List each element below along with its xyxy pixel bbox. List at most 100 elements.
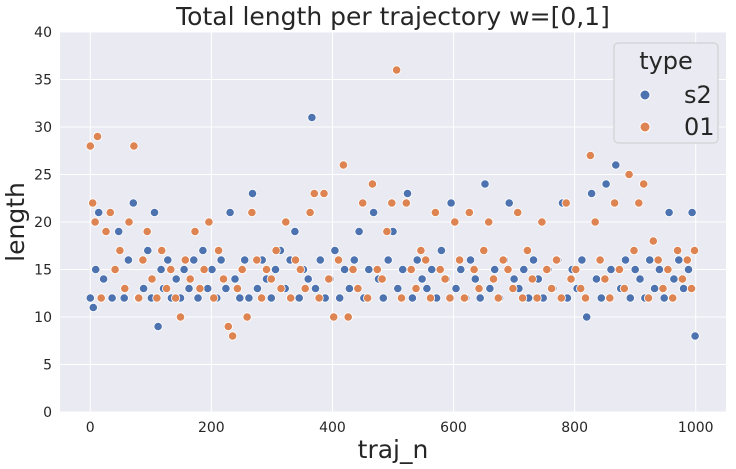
- data-point-01: [223, 321, 233, 332]
- data-point-01: [508, 283, 518, 294]
- data-point-01: [232, 283, 242, 294]
- data-point-s2: [349, 255, 359, 265]
- legend: type s2 01: [613, 42, 719, 144]
- data-point-01: [532, 293, 542, 303]
- data-point-s2: [290, 226, 300, 237]
- data-point-s2: [687, 207, 697, 218]
- data-point-01: [175, 312, 186, 322]
- legend-label-01: 01: [684, 113, 715, 141]
- data-point-s2: [412, 255, 422, 265]
- data-point-01: [566, 274, 576, 284]
- data-point-01: [290, 255, 301, 265]
- data-point-01: [377, 274, 387, 284]
- data-point-01: [209, 293, 219, 303]
- y-tick-label: 5: [43, 358, 52, 374]
- data-point-01: [142, 226, 152, 237]
- y-tick-label: 15: [34, 263, 52, 279]
- data-point-01: [286, 293, 296, 303]
- data-point-01: [147, 274, 157, 284]
- data-point-s2: [436, 245, 446, 256]
- data-point-01: [214, 245, 224, 256]
- data-point-01: [228, 331, 238, 341]
- data-point-01: [353, 283, 363, 294]
- data-point-s2: [307, 112, 317, 123]
- data-point-s2: [252, 283, 262, 294]
- legend-title: type: [639, 47, 693, 75]
- data-point-s2: [179, 264, 189, 275]
- data-point-01: [401, 198, 411, 208]
- data-point-01: [88, 198, 98, 208]
- data-point-01: [421, 255, 431, 265]
- data-point-01: [237, 264, 247, 275]
- data-point-s2: [123, 255, 133, 265]
- data-point-01: [190, 226, 200, 237]
- data-point-01: [256, 293, 267, 303]
- data-point-s2: [678, 283, 689, 294]
- data-point-01: [92, 131, 103, 142]
- data-point-01: [185, 274, 195, 284]
- data-point-s2: [335, 293, 345, 303]
- data-point-s2: [368, 207, 379, 218]
- data-point-01: [639, 179, 649, 189]
- data-point-s2: [683, 264, 694, 275]
- data-point-01: [110, 264, 120, 275]
- data-point-s2: [94, 207, 104, 218]
- data-point-01: [634, 198, 644, 208]
- data-point-01: [503, 264, 513, 275]
- data-point-s2: [303, 274, 313, 284]
- data-point-01: [682, 255, 692, 265]
- data-point-01: [382, 226, 392, 237]
- data-point-01: [493, 293, 503, 303]
- data-point-s2: [128, 198, 138, 208]
- data-point-s2: [354, 226, 364, 237]
- data-point-01: [329, 312, 339, 322]
- data-point-01: [484, 217, 494, 227]
- data-point-s2: [184, 283, 194, 294]
- data-point-s2: [247, 188, 258, 199]
- data-point-01: [643, 293, 654, 303]
- data-point-s2: [270, 264, 281, 275]
- data-point-s2: [407, 293, 417, 303]
- data-point-s2: [156, 264, 166, 275]
- y-tick-label: 40: [34, 25, 52, 41]
- data-point-01: [204, 217, 214, 227]
- data-point-01: [90, 217, 100, 227]
- data-point-01: [85, 141, 95, 151]
- y-tick-labels: 0 5 10 15 20 25 30 35 40: [34, 25, 52, 421]
- data-point-01: [134, 293, 144, 303]
- data-point-s2: [465, 255, 476, 265]
- data-point-s2: [620, 255, 631, 265]
- data-point-01: [561, 198, 571, 208]
- data-point-s2: [635, 274, 645, 284]
- data-point-s2: [577, 255, 587, 265]
- x-tick-label: 600: [440, 420, 467, 436]
- data-point-01: [686, 283, 697, 294]
- data-point-01: [445, 293, 455, 303]
- data-point-01: [295, 264, 305, 275]
- data-point-01: [266, 274, 276, 284]
- legend-box: [613, 42, 719, 144]
- data-point-s2: [649, 283, 660, 294]
- data-point-s2: [446, 198, 456, 208]
- y-axis-label: length: [1, 182, 30, 262]
- data-point-01: [551, 255, 562, 265]
- data-point-s2: [143, 245, 153, 256]
- data-point-s2: [235, 293, 245, 303]
- data-point-01: [195, 283, 205, 294]
- data-point-s2: [244, 293, 254, 303]
- data-point-01: [348, 264, 358, 275]
- data-point-01: [605, 293, 615, 303]
- data-point-01: [252, 255, 262, 265]
- data-point-01: [115, 245, 125, 256]
- data-point-s2: [171, 274, 181, 284]
- data-point-s2: [690, 331, 700, 341]
- data-point-01: [180, 255, 190, 265]
- data-point-01: [474, 283, 484, 294]
- x-tick-label: 1000: [678, 420, 714, 436]
- data-point-s2: [189, 255, 199, 265]
- data-point-01: [614, 264, 625, 275]
- x-tick-label: 800: [561, 420, 588, 436]
- data-point-s2: [451, 283, 461, 294]
- data-point-s2: [193, 293, 203, 303]
- data-point-s2: [344, 283, 354, 294]
